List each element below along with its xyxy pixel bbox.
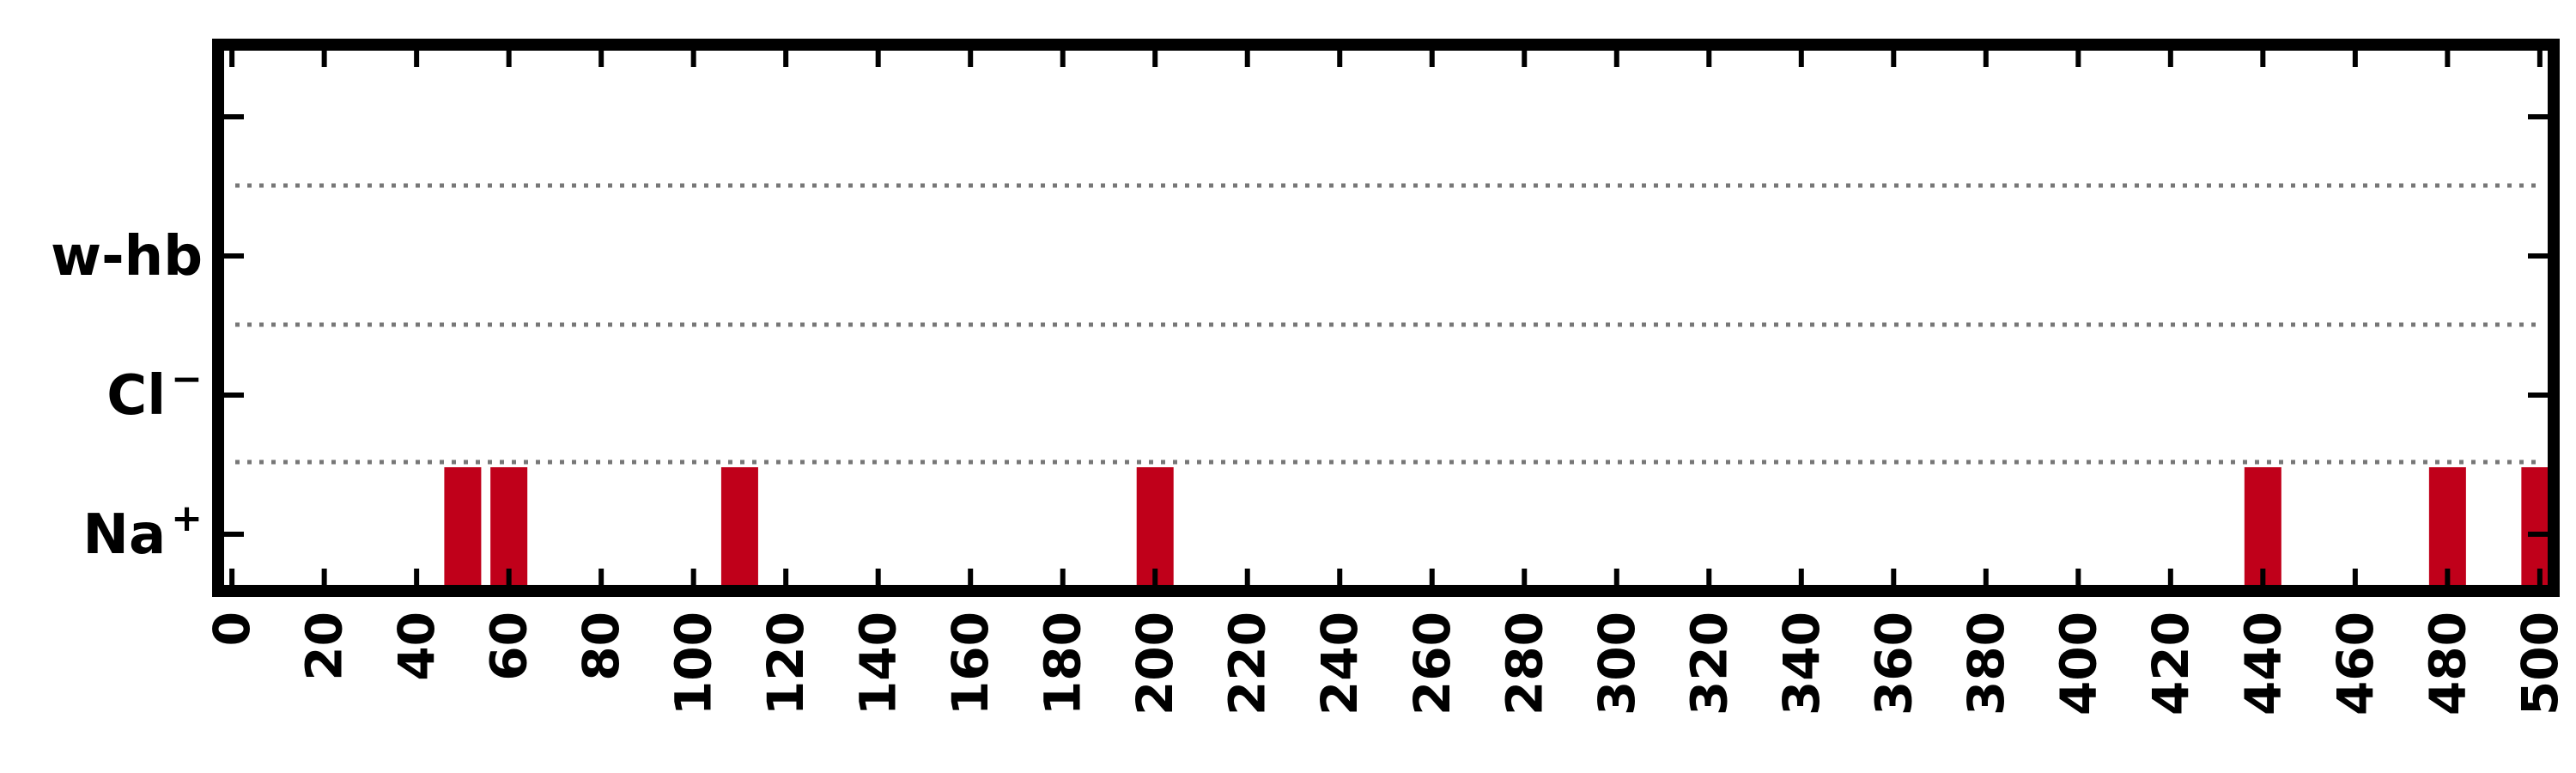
x-tick-label-19: 380 xyxy=(1957,612,2015,715)
x-tick-label-3: 60 xyxy=(480,612,538,681)
x-tick-label-4: 80 xyxy=(572,612,630,681)
x-tick-label-12: 240 xyxy=(1310,612,1369,715)
plot-frame xyxy=(212,39,2560,597)
x-tick-label-15: 300 xyxy=(1588,612,1646,715)
x-tick-label-18: 360 xyxy=(1864,612,1923,715)
event-bar-0-2 xyxy=(720,467,758,591)
y-tick-label-2: w-hb xyxy=(51,225,203,289)
x-tick-label-20: 400 xyxy=(2049,612,2107,715)
axis-ticks xyxy=(218,45,2554,591)
x-tick-label-11: 220 xyxy=(1218,612,1277,715)
x-tick-label-2: 40 xyxy=(387,612,446,681)
x-tick-label-0: 0 xyxy=(203,612,261,646)
x-tick-label-1: 20 xyxy=(295,612,354,681)
y-tick-label-0: Na + xyxy=(82,496,203,567)
x-tick-label-6: 120 xyxy=(756,612,815,715)
x-tick-label-14: 280 xyxy=(1495,612,1553,715)
grid-lines xyxy=(235,183,2543,465)
x-tick-label-7: 140 xyxy=(849,612,908,715)
x-tick-label-5: 100 xyxy=(665,612,723,715)
y-tick-labels: Na + Cl − w-hb xyxy=(51,225,203,567)
x-tick-label-10: 200 xyxy=(1126,612,1184,715)
x-tick-label-9: 180 xyxy=(1034,612,1092,715)
event-bar-0-0 xyxy=(444,467,482,591)
x-tick-label-17: 340 xyxy=(1772,612,1831,715)
y-tick-label-1: Cl − xyxy=(106,357,203,428)
x-tick-label-23: 460 xyxy=(2326,612,2385,715)
event-bars xyxy=(444,467,2554,591)
x-tick-labels: 0 20 40 60 80 100 120 140 160 180 200 220 240 260 280 3… xyxy=(203,612,2569,715)
x-tick-label-25: 500 xyxy=(2511,612,2569,715)
x-tick-label-24: 480 xyxy=(2418,612,2476,715)
x-tick-label-13: 260 xyxy=(1403,612,1461,715)
x-tick-label-16: 320 xyxy=(1680,612,1738,715)
x-tick-label-8: 160 xyxy=(941,612,999,715)
x-tick-label-21: 420 xyxy=(2142,612,2200,715)
x-tick-label-22: 440 xyxy=(2233,612,2292,715)
